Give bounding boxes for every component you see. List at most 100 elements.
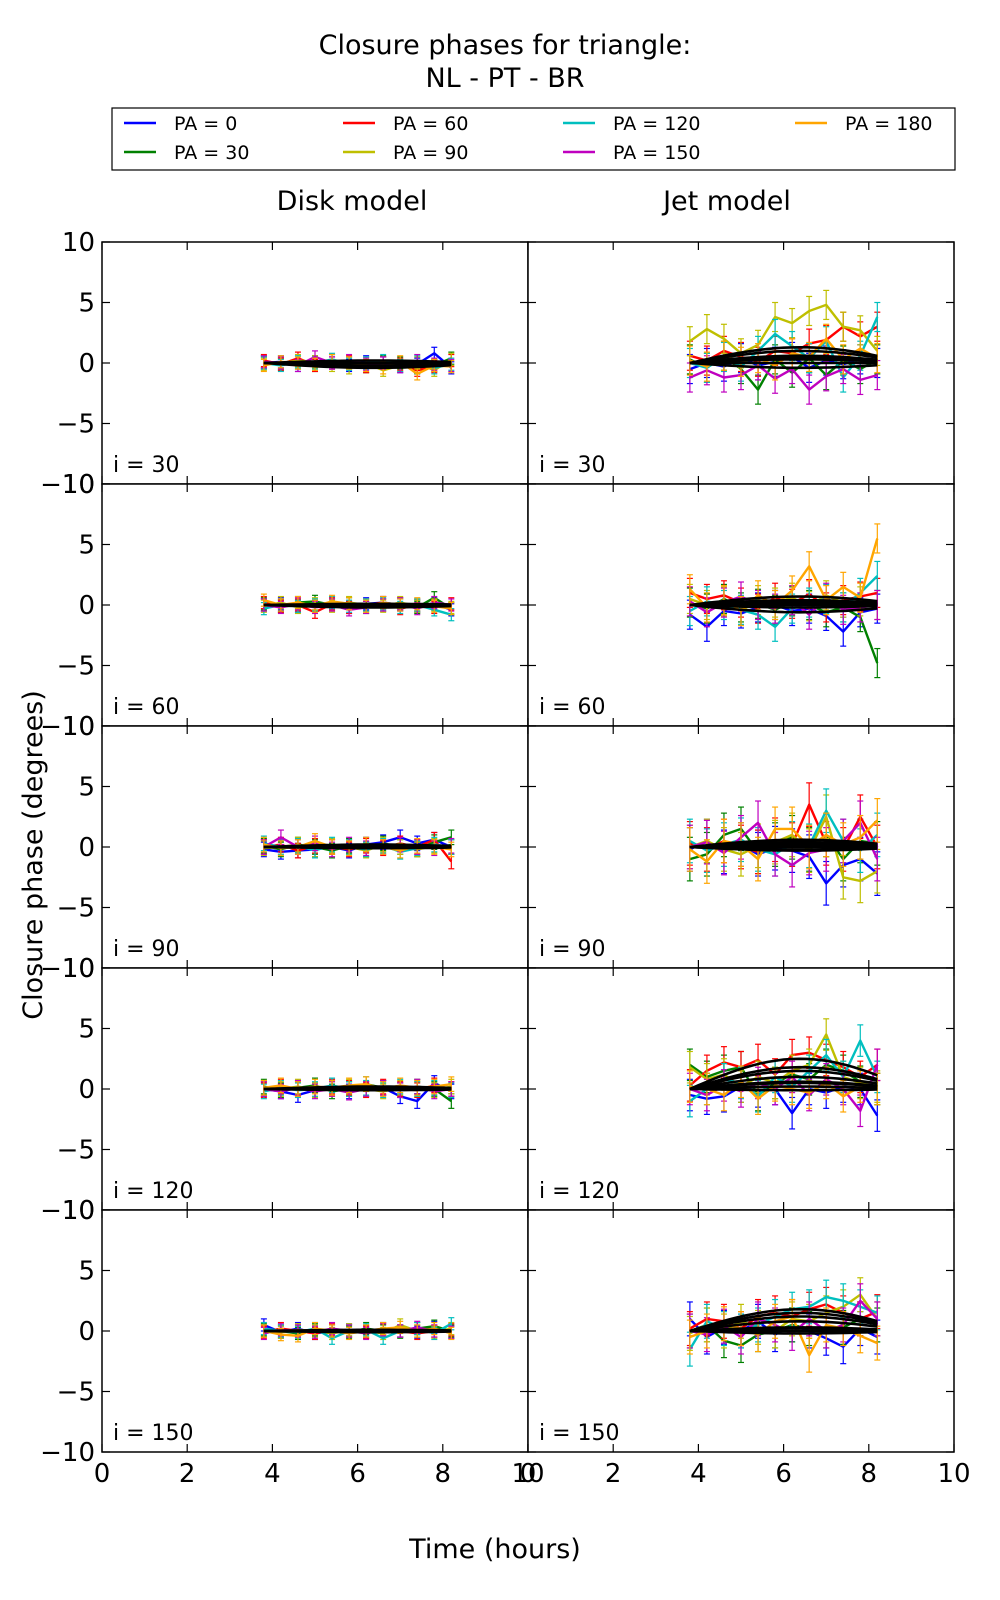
x-tick-label: 8	[435, 1459, 452, 1489]
y-tick-label: −10	[40, 954, 95, 984]
x-tick-label: 0	[520, 1459, 537, 1489]
panel: i = 120	[527, 967, 955, 1211]
model-curve	[689, 354, 878, 365]
model-curve	[263, 359, 452, 365]
y-tick-label: 5	[78, 1015, 95, 1045]
y-tick-label: −10	[40, 470, 95, 500]
model-curve	[689, 1087, 878, 1092]
y-tick-label: 0	[78, 1317, 95, 1347]
y-axis-label: Closure phase (degrees)	[18, 690, 49, 1020]
series-line	[689, 821, 879, 867]
model-curve	[689, 844, 878, 849]
x-tick-label: 6	[775, 1459, 792, 1489]
model-curve	[689, 601, 878, 607]
x-tick-label: 10	[511, 1459, 544, 1489]
y-tick-label: −5	[57, 1136, 95, 1166]
model-curve	[689, 840, 878, 849]
model-curve	[689, 595, 878, 607]
legend: PA = 0 PA = 30 PA = 60 PA = 90 PA = 120 PA = …	[111, 107, 956, 171]
y-tick-label: 10	[62, 712, 95, 742]
panel: 0 2 4 6 8 10 i = 150	[520, 1209, 971, 1489]
y-tick-label: 10	[62, 954, 95, 984]
y-tick-label: 5	[78, 531, 95, 561]
inclination-label: i = 120	[113, 1179, 194, 1204]
y-tick-label: 0	[78, 833, 95, 863]
legend-label: PA = 0	[174, 113, 237, 135]
panel: i = 30	[527, 241, 955, 485]
legend-box	[111, 107, 956, 171]
panel: 10 5 0 −5 −10 i = 90	[40, 712, 529, 984]
x-axis-label: Time (hours)	[408, 1534, 581, 1565]
inclination-label: i = 150	[113, 1421, 194, 1446]
model-curve	[689, 1065, 878, 1091]
y-tick-label: 0	[78, 591, 95, 621]
inclination-label: i = 150	[539, 1421, 620, 1446]
model-curve	[689, 361, 878, 370]
panel: 10 5 0 −5 −10 i = 30	[40, 228, 529, 500]
y-tick-label: 5	[78, 1257, 95, 1287]
series-line	[689, 303, 879, 355]
panel-grid: 10 5 0 −5 −10 i = 30 i = 30 10 5 0 −5 −10 i = 60 i = …	[40, 228, 970, 1489]
model-curve	[689, 603, 878, 614]
inclination-label: i = 60	[539, 695, 606, 720]
x-tick-label: 4	[690, 1459, 707, 1489]
panel: 10 5 0 −5 −10 i = 120	[40, 954, 529, 1226]
chart-title-line2: NL - PT - BR	[425, 63, 584, 94]
y-tick-label: −5	[57, 652, 95, 682]
inclination-label: i = 90	[113, 937, 180, 962]
inclination-label: i = 120	[539, 1179, 620, 1204]
series-line	[689, 364, 878, 391]
x-tick-label: 0	[94, 1459, 111, 1489]
y-tick-label: 10	[62, 228, 95, 258]
model-curve	[689, 1326, 878, 1333]
x-tick-label: 10	[937, 1459, 970, 1489]
model-curve	[263, 361, 452, 370]
inclination-label: i = 30	[113, 453, 180, 478]
y-tick-label: −5	[57, 1378, 95, 1408]
legend-label: PA = 150	[613, 142, 701, 164]
chart-title-line1: Closure phases for triangle:	[319, 30, 692, 61]
y-tick-label: 10	[62, 470, 95, 500]
inclination-label: i = 90	[539, 937, 606, 962]
y-tick-label: −10	[40, 712, 95, 742]
model-curve	[689, 845, 878, 851]
model-curve	[689, 1080, 878, 1091]
column-title-jet: Jet model	[661, 186, 791, 217]
y-tick-label: 5	[78, 289, 95, 319]
model-curve	[689, 1311, 878, 1333]
y-tick-label: −10	[40, 1438, 95, 1468]
x-tick-label: 4	[264, 1459, 281, 1489]
y-tick-label: −5	[57, 410, 95, 440]
y-tick-label: 0	[78, 1075, 95, 1105]
legend-label: PA = 30	[174, 142, 249, 164]
panel: i = 90	[527, 725, 955, 969]
model-curve	[689, 1307, 878, 1333]
panel: i = 60	[527, 483, 955, 727]
panel: 10 5 0 −5 −10 i = 60	[40, 470, 529, 742]
y-tick-label: 5	[78, 773, 95, 803]
x-tick-label: 2	[605, 1459, 622, 1489]
model-curve	[689, 345, 878, 365]
legend-label: PA = 60	[393, 113, 468, 135]
model-curve	[689, 349, 878, 365]
x-tick-label: 8	[861, 1459, 878, 1489]
model-curve	[689, 1057, 878, 1091]
x-tick-label: 6	[349, 1459, 366, 1489]
y-tick-label: 0	[78, 349, 95, 379]
model-curve	[689, 1085, 878, 1091]
y-tick-label: −10	[40, 1196, 95, 1226]
model-curve	[689, 1069, 878, 1091]
model-curve	[689, 1075, 878, 1091]
legend-label: PA = 90	[393, 142, 468, 164]
column-title-disk: Disk model	[277, 186, 428, 217]
model-curve	[263, 1329, 452, 1333]
model-curve	[689, 1319, 878, 1333]
x-tick-label: 2	[179, 1459, 196, 1489]
inclination-label: i = 60	[113, 695, 180, 720]
model-curve	[263, 1086, 452, 1091]
model-curve	[689, 1329, 878, 1335]
legend-label: PA = 120	[613, 113, 701, 135]
y-tick-label: 10	[62, 1196, 95, 1226]
